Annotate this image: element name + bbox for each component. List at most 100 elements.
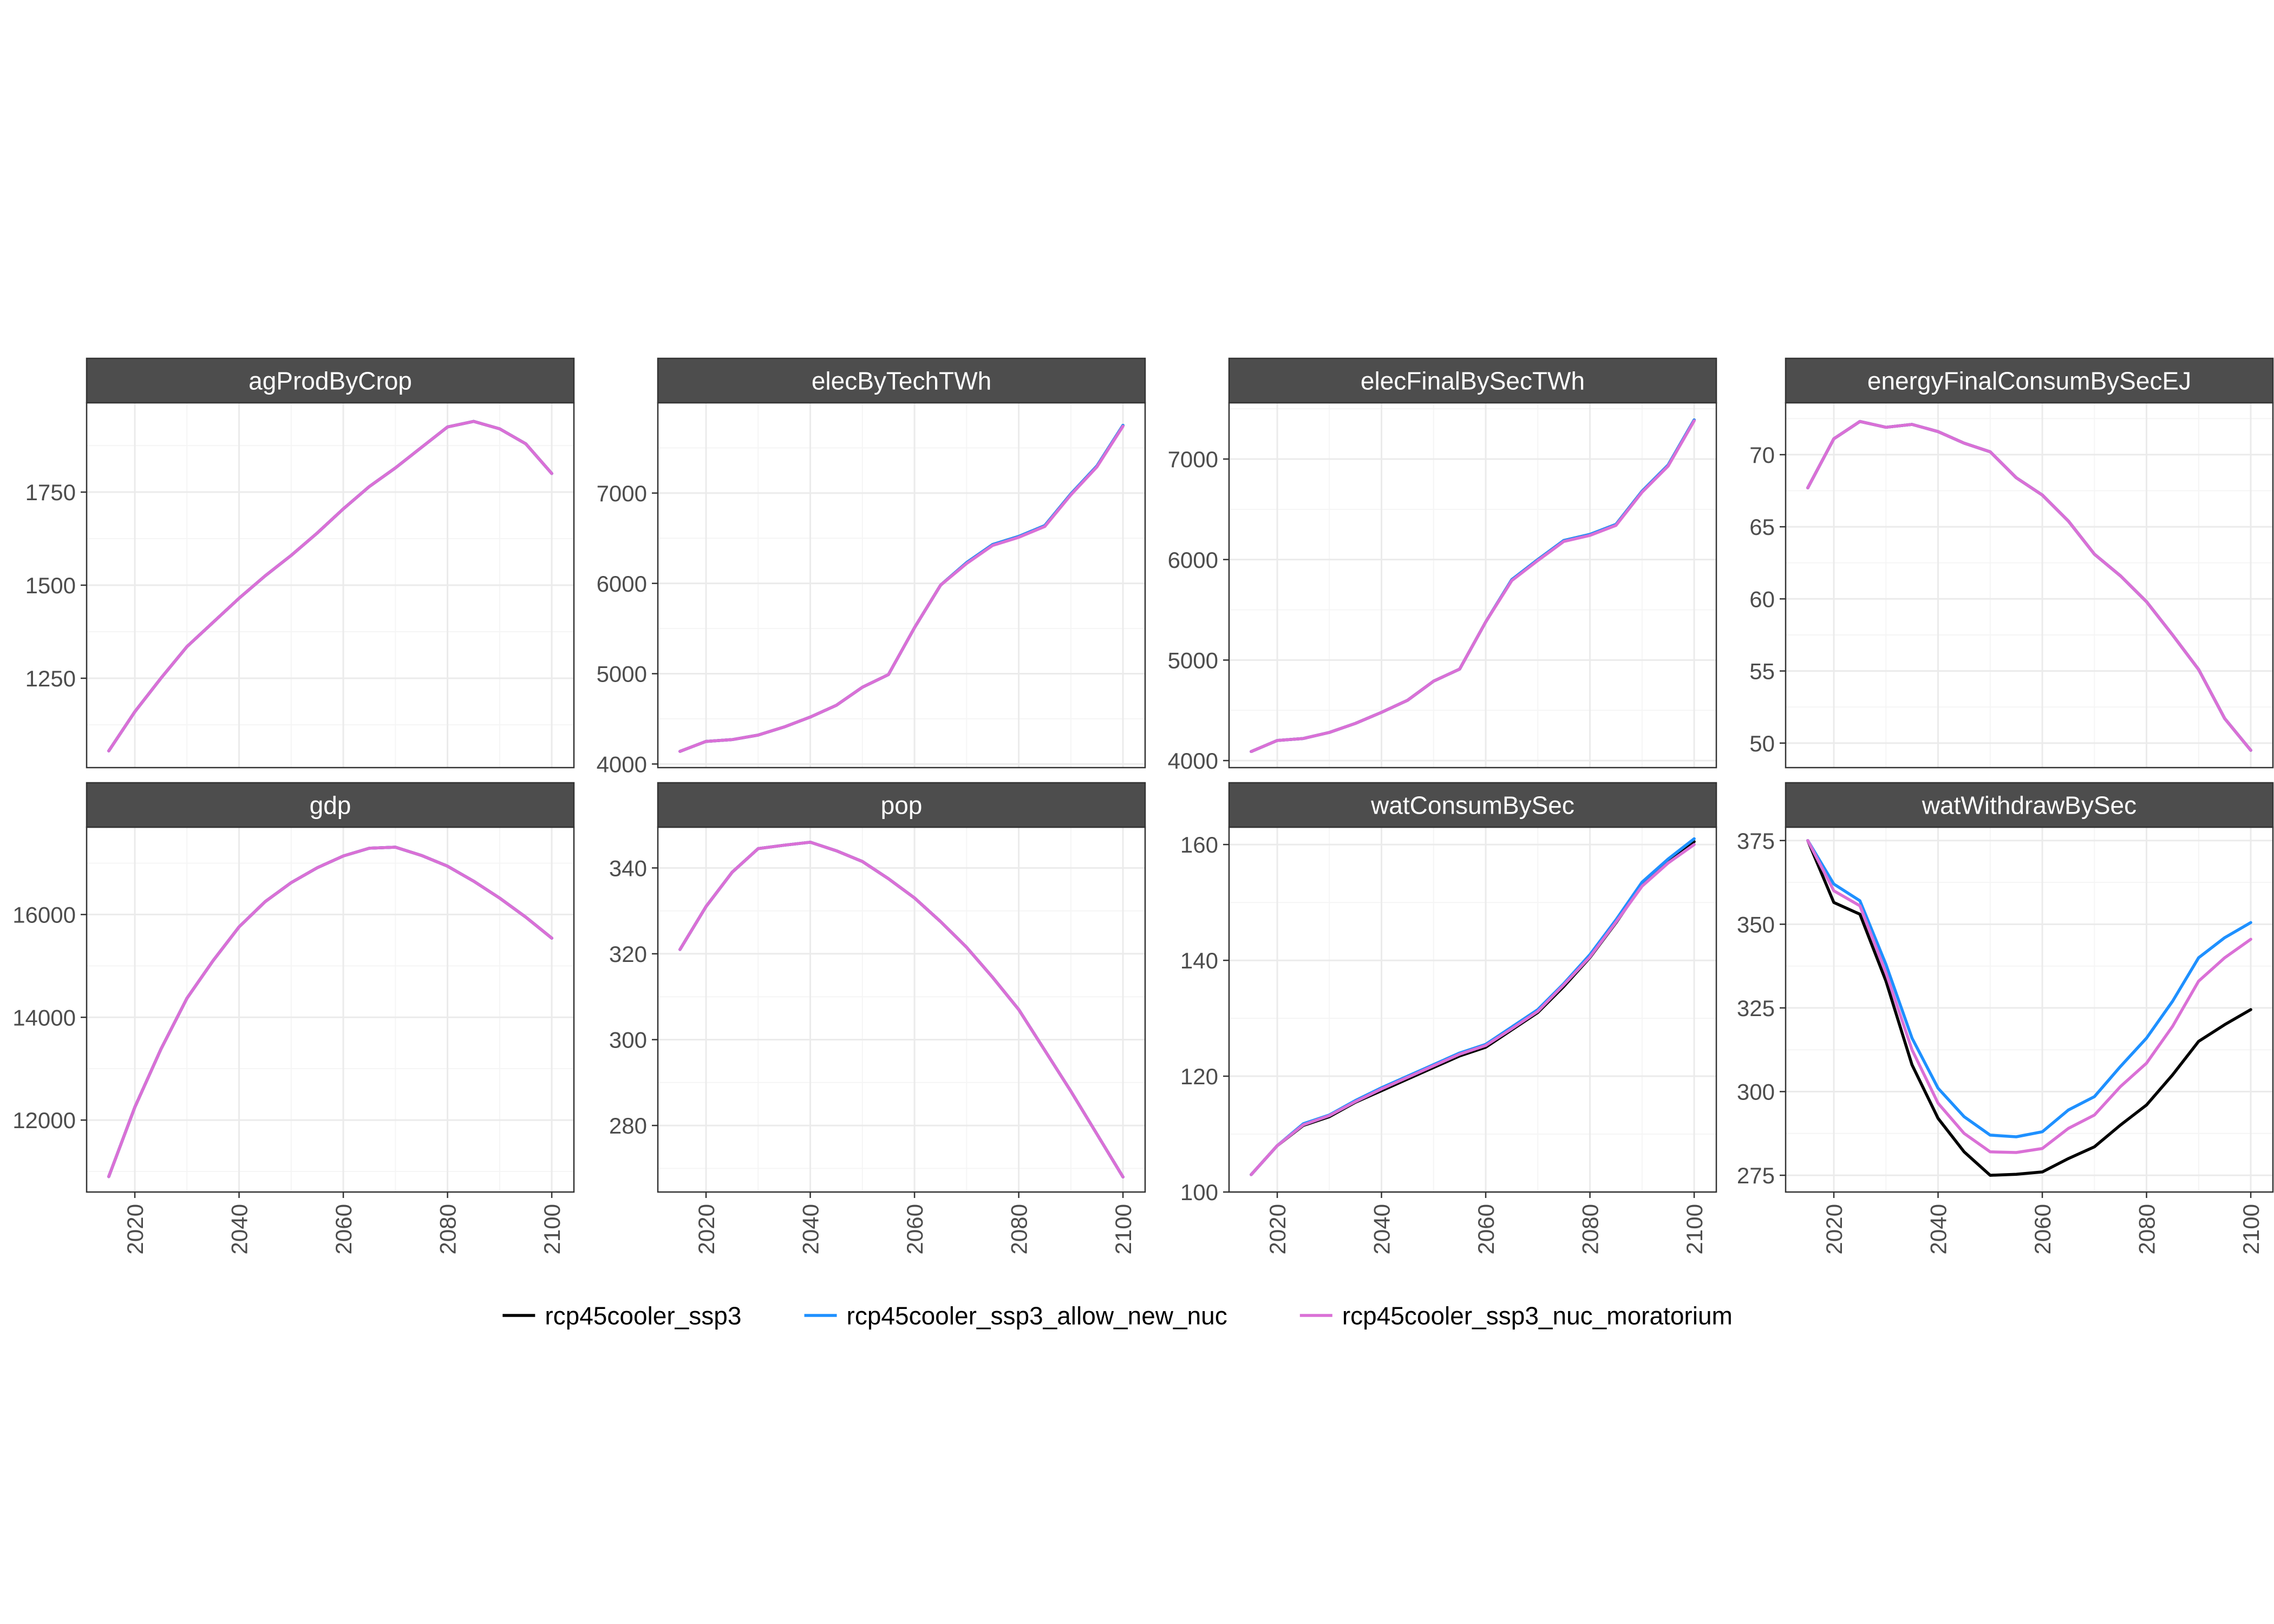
y-tick-label: 275 xyxy=(1737,1163,1775,1188)
strip-title: watWithdrawBySec xyxy=(1922,791,2136,820)
x-tick-label: 2020 xyxy=(1265,1204,1290,1254)
series-line-rcp45cooler-ssp3-nuc-moratorium xyxy=(1250,843,1696,1176)
y-tick-label: 140 xyxy=(1180,948,1218,973)
x-tick-label: 2100 xyxy=(1682,1204,1707,1254)
y-tick-label: 350 xyxy=(1737,912,1775,937)
series-line-rcp45cooler-ssp3-nuc-moratorium xyxy=(1806,839,2252,1154)
x-tick-label: 2060 xyxy=(331,1204,356,1254)
series-line-rcp45cooler-ssp3-nuc-moratorium xyxy=(678,424,1125,753)
x-tick-label: 2040 xyxy=(798,1204,824,1254)
panel-elecfinalbysectwh: elecFinalBySecTWh 4000 5000 6000 7000 xyxy=(1168,357,1717,774)
panel-pop: pop 280 300 320 340 2020 2040 2060 2080 2100 xyxy=(609,782,1146,1254)
x-tick-label: 2060 xyxy=(1473,1204,1499,1254)
panel-watwithdrawbysec: watWithdrawBySec 275 300 325 350 375 2020 2040 2… xyxy=(1737,782,2274,1254)
strip-background xyxy=(86,782,575,828)
y-tick-label: 60 xyxy=(1749,586,1775,612)
x-tick-label: 2100 xyxy=(2238,1204,2264,1254)
y-tick-label: 120 xyxy=(1180,1064,1218,1089)
y-tick-label: 300 xyxy=(1737,1079,1775,1105)
strip-background xyxy=(1785,782,2274,828)
series-line-rcp45cooler-ssp3-nuc-moratorium xyxy=(1806,420,2252,752)
x-tick-label: 2060 xyxy=(902,1204,927,1254)
strip-title: energyFinalConsumBySecEJ xyxy=(1867,367,2191,395)
y-tick-label: 340 xyxy=(609,855,647,881)
series-line-rcp45cooler-ssp3-nuc-moratorium xyxy=(678,841,1125,1178)
panel-energyfinalconsumbysecej: energyFinalConsumBySecEJ 50 55 60 65 70 xyxy=(1749,357,2274,769)
legend-item-rcp45cooler-ssp3-nuc-moratorium: rcp45cooler_ssp3_nuc_moratorium xyxy=(1299,1302,1733,1330)
legend: rcp45cooler_ssp3 rcp45cooler_ssp3_allow_n… xyxy=(502,1302,1733,1330)
strip-title: pop xyxy=(881,791,923,820)
x-tick-label: 2080 xyxy=(435,1204,461,1254)
y-tick-label: 55 xyxy=(1749,659,1775,684)
x-tick-label: 2020 xyxy=(122,1204,148,1254)
x-tick-label: 2040 xyxy=(1926,1204,1951,1254)
legend-label: rcp45cooler_ssp3_nuc_moratorium xyxy=(1342,1302,1733,1330)
y-tick-label: 5000 xyxy=(597,662,647,687)
strip-title: agProdByCrop xyxy=(249,367,412,395)
legend-label: rcp45cooler_ssp3 xyxy=(545,1302,741,1330)
x-tick-label: 2040 xyxy=(1369,1204,1395,1254)
y-tick-label: 300 xyxy=(609,1027,647,1053)
y-tick-label: 100 xyxy=(1180,1180,1218,1205)
y-tick-label: 14000 xyxy=(12,1005,76,1030)
y-tick-label: 375 xyxy=(1737,828,1775,854)
panel-background xyxy=(1786,827,2273,1192)
panel-gdp: gdp 12000 14000 16000 2020 2040 2060 2080 2100 xyxy=(12,782,575,1254)
y-tick-label: 325 xyxy=(1737,996,1775,1021)
series-line-rcp45cooler-ssp3 xyxy=(1806,839,2252,1177)
y-tick-label: 7000 xyxy=(1168,447,1218,472)
x-tick-label: 2020 xyxy=(1821,1204,1847,1254)
strip-background xyxy=(657,357,1146,404)
y-tick-label: 50 xyxy=(1749,731,1775,756)
y-tick-label: 4000 xyxy=(1168,748,1218,774)
panel-background xyxy=(658,403,1145,768)
y-tick-label: 1750 xyxy=(25,480,76,505)
strip-background xyxy=(1228,357,1717,404)
legend-label: rcp45cooler_ssp3_allow_new_nuc xyxy=(847,1302,1227,1330)
y-tick-label: 7000 xyxy=(597,481,647,506)
x-tick-label: 2080 xyxy=(2134,1204,2160,1254)
y-tick-label: 1250 xyxy=(25,666,76,691)
strip-background xyxy=(86,357,575,404)
strip-background xyxy=(1228,782,1717,828)
y-tick-label: 70 xyxy=(1749,442,1775,468)
y-tick-label: 6000 xyxy=(1168,547,1218,573)
y-tick-label: 4000 xyxy=(597,751,647,777)
series-line-rcp45cooler-ssp3-nuc-moratorium xyxy=(107,420,553,752)
panel-watconsumbysec: watConsumBySec 100 120 140 160 2020 2040 2060 20… xyxy=(1180,782,1717,1254)
y-tick-label: 280 xyxy=(609,1113,647,1138)
x-tick-label: 2100 xyxy=(539,1204,565,1254)
series-line-rcp45cooler-ssp3-nuc-moratorium xyxy=(107,846,553,1178)
strip-background xyxy=(1785,357,2274,404)
panel-background xyxy=(87,827,574,1192)
y-tick-label: 6000 xyxy=(597,571,647,597)
y-tick-label: 12000 xyxy=(12,1108,76,1133)
y-tick-label: 5000 xyxy=(1168,647,1218,673)
legend-item-rcp45cooler-ssp3: rcp45cooler_ssp3 xyxy=(502,1302,741,1330)
series-line-rcp45cooler-ssp3-allow-new-nuc xyxy=(1806,839,2252,1138)
y-tick-label: 16000 xyxy=(12,902,76,928)
panel-agprodbycrop: agProdByCrop 1250 1500 1750 xyxy=(25,357,575,769)
x-tick-label: 2100 xyxy=(1110,1204,1136,1254)
y-tick-label: 1500 xyxy=(25,573,76,598)
legend-item-rcp45cooler-ssp3-allow-new-nuc: rcp45cooler_ssp3_allow_new_nuc xyxy=(804,1302,1227,1330)
facet-panels: agProdByCrop 1250 1500 1750 elecByTechTWh 400… xyxy=(12,357,2274,1254)
panel-background xyxy=(1229,827,1716,1192)
panel-background xyxy=(1229,403,1716,768)
strip-title: elecFinalBySecTWh xyxy=(1361,367,1585,395)
panel-elecbytechtwh: elecByTechTWh 4000 5000 6000 7000 xyxy=(597,357,1146,777)
x-tick-label: 2080 xyxy=(1578,1204,1603,1254)
y-tick-label: 160 xyxy=(1180,832,1218,857)
strip-background xyxy=(657,782,1146,828)
panel-background xyxy=(1786,403,2273,768)
y-tick-label: 320 xyxy=(609,941,647,967)
series-line-rcp45cooler-ssp3-nuc-moratorium xyxy=(1250,419,1696,754)
y-tick-label: 65 xyxy=(1749,514,1775,540)
panel-background xyxy=(658,827,1145,1192)
x-tick-label: 2080 xyxy=(1007,1204,1032,1254)
x-tick-label: 2060 xyxy=(2030,1204,2055,1254)
strip-title: watConsumBySec xyxy=(1370,791,1574,820)
strip-title: gdp xyxy=(310,791,351,820)
x-tick-label: 2020 xyxy=(694,1204,719,1254)
